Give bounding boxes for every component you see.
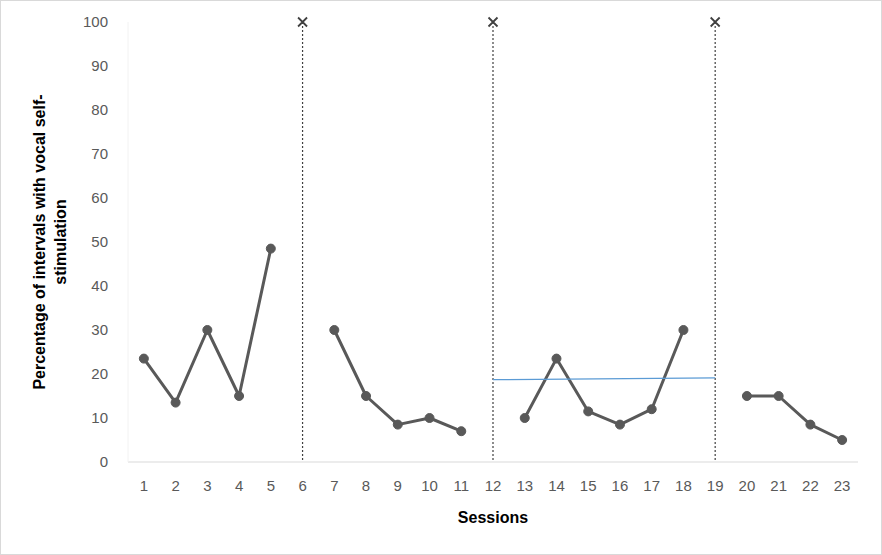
point-marker xyxy=(266,244,275,253)
x-axis-title: Sessions xyxy=(458,509,528,526)
x-tick-label: 15 xyxy=(580,477,597,494)
series-line xyxy=(493,378,715,380)
x-tick-label: 19 xyxy=(707,477,724,494)
x-tick-label: 3 xyxy=(203,477,211,494)
y-tick-label: 70 xyxy=(91,145,108,162)
x-tick-label: 20 xyxy=(739,477,756,494)
x-tick-label: 11 xyxy=(453,477,469,494)
point-marker xyxy=(838,436,847,445)
y-axis-title-line: stimulation xyxy=(52,199,69,284)
y-tick-label: 10 xyxy=(91,409,108,426)
y-axis-line xyxy=(128,22,129,462)
phase-line xyxy=(302,22,303,462)
plot-area xyxy=(139,18,846,463)
point-marker xyxy=(615,420,624,429)
x-tick-label: 14 xyxy=(548,477,565,494)
y-tick-label: 0 xyxy=(100,453,108,470)
x-tick-label: 8 xyxy=(362,477,370,494)
point-marker xyxy=(679,326,688,335)
x-tick-label: 9 xyxy=(394,477,402,494)
x-tick-label: 21 xyxy=(770,477,787,494)
x-tick-label: 12 xyxy=(485,477,502,494)
x-tick-label: 6 xyxy=(298,477,306,494)
x-tick-label: 22 xyxy=(802,477,819,494)
y-tick-label: 100 xyxy=(83,13,108,30)
y-tick-label: 20 xyxy=(91,365,108,382)
phase-line xyxy=(715,22,716,462)
chart: 0102030405060708090100123456789101112131… xyxy=(0,0,882,555)
x-tick-label: 16 xyxy=(612,477,629,494)
x-tick-label: 1 xyxy=(140,477,148,494)
y-tick-label: 60 xyxy=(91,189,108,206)
point-marker xyxy=(584,407,593,416)
phase-line xyxy=(492,22,493,462)
point-marker xyxy=(235,392,244,401)
point-marker xyxy=(520,414,529,423)
y-axis-title: Percentage of intervals with vocal self-… xyxy=(31,94,69,389)
x-tick-label: 18 xyxy=(675,477,692,494)
point-marker xyxy=(425,414,434,423)
point-marker xyxy=(362,392,371,401)
point-marker xyxy=(171,398,180,407)
chart-frame xyxy=(1,1,882,555)
point-marker xyxy=(806,420,815,429)
point-marker xyxy=(742,392,751,401)
point-marker xyxy=(393,420,402,429)
point-marker xyxy=(774,392,783,401)
point-marker xyxy=(298,18,307,27)
y-tick-label: 50 xyxy=(91,233,108,250)
point-marker xyxy=(330,326,339,335)
point-marker xyxy=(552,354,561,363)
point-marker xyxy=(203,326,212,335)
y-axis-title-line: Percentage of intervals with vocal self- xyxy=(31,94,48,389)
y-tick-label: 40 xyxy=(91,277,108,294)
point-marker xyxy=(139,354,148,363)
y-tick-label: 30 xyxy=(91,321,108,338)
point-marker xyxy=(647,405,656,414)
x-tick-label: 4 xyxy=(235,477,243,494)
x-tick-label: 17 xyxy=(643,477,660,494)
x-tick-label: 2 xyxy=(171,477,179,494)
y-tick-label: 80 xyxy=(91,101,108,118)
point-marker xyxy=(489,18,498,27)
x-tick-label: 23 xyxy=(834,477,851,494)
x-tick-label: 7 xyxy=(330,477,338,494)
x-tick-label: 5 xyxy=(267,477,275,494)
y-tick-label: 90 xyxy=(91,57,108,74)
point-marker xyxy=(457,427,466,436)
point-marker xyxy=(711,18,720,27)
x-tick-label: 10 xyxy=(421,477,438,494)
x-tick-label: 13 xyxy=(516,477,533,494)
